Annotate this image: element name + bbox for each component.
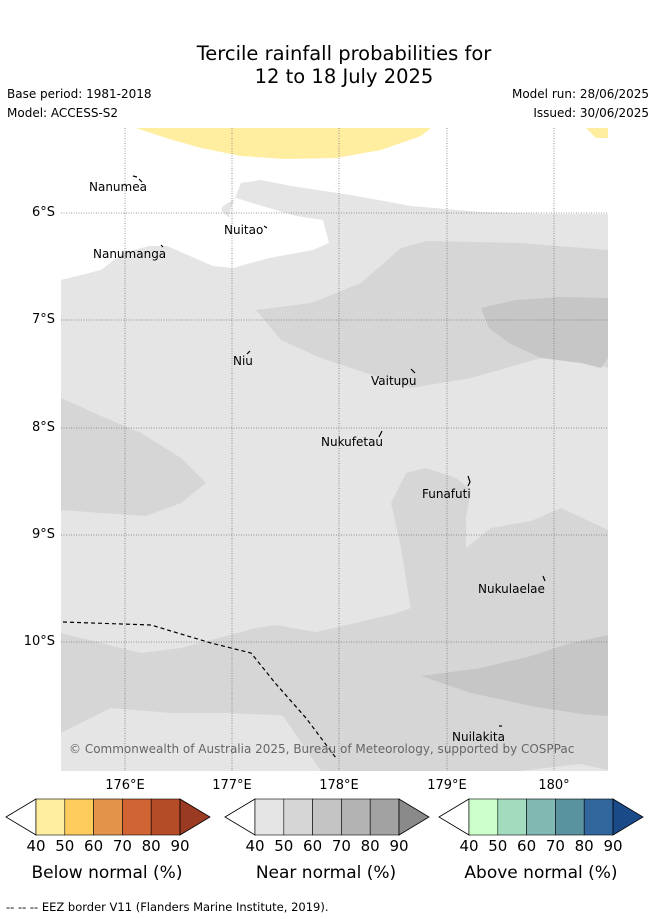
colorbar-above-tick: 70 bbox=[545, 837, 565, 855]
colorbar-title-above: Above normal (%) bbox=[464, 863, 618, 883]
place-label-nanumea: Nanumea bbox=[89, 180, 147, 194]
colorbar-near-tick: 60 bbox=[303, 837, 323, 855]
colorbar-below-low-arrow bbox=[5, 798, 37, 836]
colorbar-near-tick: 90 bbox=[389, 837, 409, 855]
colorbar-near-tick: 80 bbox=[360, 837, 380, 855]
colorbar-near-bin-4 bbox=[369, 798, 400, 836]
place-label-niu: Niu bbox=[233, 354, 253, 368]
colorbar-above-bin-1 bbox=[497, 798, 527, 836]
colorbar-above-bin-3 bbox=[555, 798, 585, 836]
below-normal-50-region bbox=[136, 128, 431, 159]
colorbar-title-near: Near normal (%) bbox=[255, 863, 397, 883]
lon-label-180: 180° bbox=[538, 778, 570, 793]
colorbar-near-bin-1 bbox=[283, 798, 313, 836]
colorbar-above-tick: 90 bbox=[603, 837, 623, 855]
lat-label-9s: 9°S bbox=[31, 527, 55, 542]
colorbar-below-tick: 50 bbox=[55, 837, 75, 855]
colorbar-near-high-arrow bbox=[398, 798, 430, 836]
map-title-line2: 12 to 18 July 2025 bbox=[254, 65, 434, 88]
issued-date: Issued: 30/06/2025 bbox=[533, 106, 649, 120]
place-label-vaitupu: Vaitupu bbox=[371, 374, 417, 388]
island-marks bbox=[132, 175, 546, 727]
colorbar-above-tick: 60 bbox=[517, 837, 537, 855]
colorbar-below-tick: 80 bbox=[141, 837, 161, 855]
lon-label-179e: 179°E bbox=[427, 778, 467, 793]
colorbar-above-tick: 50 bbox=[488, 837, 508, 855]
colorbar-near-tick: 70 bbox=[331, 837, 351, 855]
colorbar-near-tick: 40 bbox=[245, 837, 265, 855]
colorbar-below-high-arrow bbox=[179, 798, 211, 836]
eez-legend: -- -- -- EEZ border V11 (Flanders Marine… bbox=[6, 900, 329, 914]
colorbar-above-tick: 40 bbox=[459, 837, 479, 855]
colorbar-above-normal bbox=[438, 798, 644, 836]
place-label-nuitao: Nuitao bbox=[224, 223, 264, 237]
model-run: Model run: 28/06/2025 bbox=[511, 87, 649, 101]
colorbar-below-bin-2 bbox=[93, 798, 123, 836]
colorbar-below-bin-4 bbox=[150, 798, 181, 836]
place-label-nuilakita: Nuilakita bbox=[452, 730, 505, 744]
colorbar-below-tick: 90 bbox=[170, 837, 190, 855]
colorbar-title-below: Below normal (%) bbox=[31, 863, 183, 883]
colorbar-near-tick: 50 bbox=[274, 837, 294, 855]
lon-label-177e: 177°E bbox=[212, 778, 252, 793]
colorbar-below-bin-0 bbox=[35, 798, 66, 836]
colorbar-near-bin-2 bbox=[312, 798, 342, 836]
colorbar-below-tick: 60 bbox=[84, 837, 104, 855]
colorbar-near-bin-0 bbox=[254, 798, 285, 836]
lon-label-178e: 178°E bbox=[319, 778, 359, 793]
colorbar-above-bin-0 bbox=[468, 798, 499, 836]
colorbar-below-bin-3 bbox=[122, 798, 152, 836]
lat-label-7s: 7°S bbox=[31, 312, 55, 327]
place-label-funafuti: Funafuti bbox=[422, 487, 471, 501]
colorbar-below-tick: 70 bbox=[112, 837, 132, 855]
lat-label-8s: 8°S bbox=[31, 420, 55, 435]
near-normal-70-region bbox=[481, 297, 608, 368]
lon-label-176e: 176°E bbox=[105, 778, 145, 793]
colorbar-below-bin-1 bbox=[64, 798, 94, 836]
colorbar-near-bin-3 bbox=[341, 798, 371, 836]
gridlines bbox=[61, 128, 608, 771]
eez-border bbox=[62, 621, 337, 759]
colorbar-below-normal bbox=[5, 798, 211, 836]
colorbar-near-low-arrow bbox=[224, 798, 256, 836]
place-label-nukufetau: Nukufetau bbox=[321, 435, 384, 449]
colorbar-above-tick: 80 bbox=[574, 837, 594, 855]
colorbar-near-normal bbox=[224, 798, 430, 836]
colorbar-above-bin-4 bbox=[583, 798, 614, 836]
colorbar-above-bin-2 bbox=[526, 798, 556, 836]
lat-label-10s: 10°S bbox=[23, 634, 55, 649]
colorbar-below-tick: 40 bbox=[26, 837, 46, 855]
base-period: Base period: 1981-2018 bbox=[7, 87, 152, 101]
map-title-line1: Tercile rainfall probabilities for bbox=[196, 42, 492, 65]
map-panel bbox=[61, 128, 608, 771]
copyright-notice: © Commonwealth of Australia 2025, Bureau… bbox=[69, 742, 575, 756]
model-name: Model: ACCESS-S2 bbox=[7, 106, 119, 120]
place-label-nanumanga: Nanumanga bbox=[93, 247, 167, 261]
place-label-nukulaelae: Nukulaelae bbox=[478, 582, 545, 596]
colorbar-above-high-arrow bbox=[612, 798, 644, 836]
colorbar-above-low-arrow bbox=[438, 798, 470, 836]
lat-label-6s: 6°S bbox=[31, 205, 55, 220]
